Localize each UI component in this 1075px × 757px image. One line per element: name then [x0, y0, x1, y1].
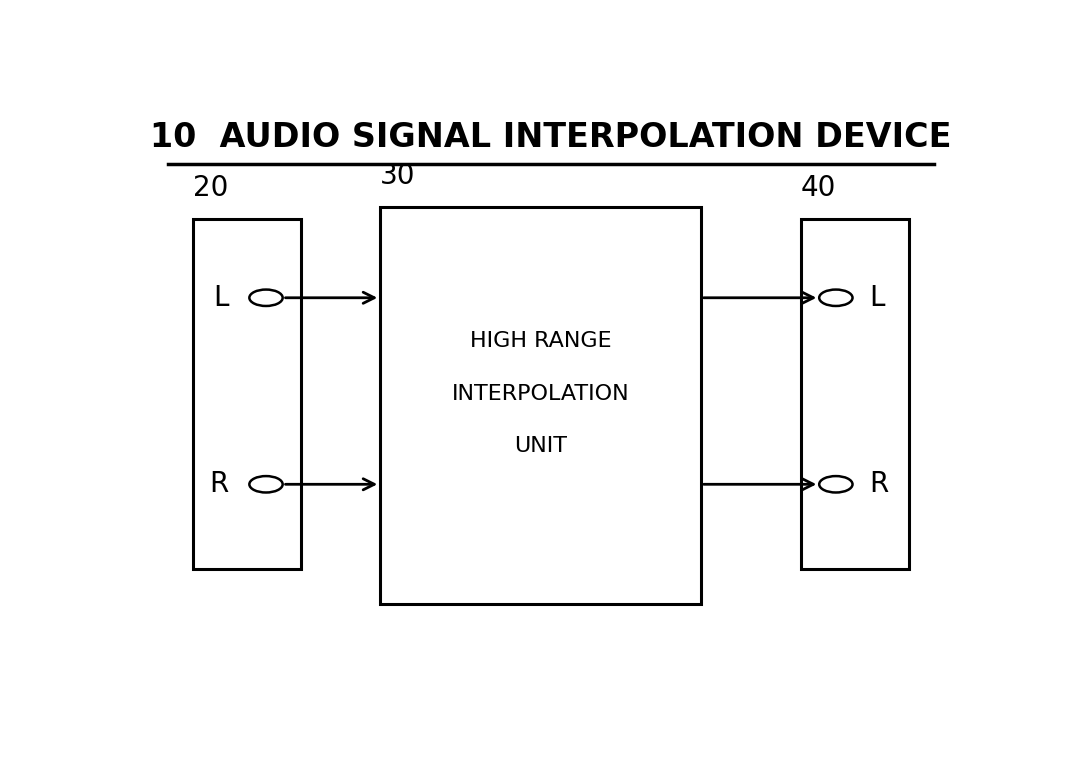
Text: 30: 30 — [381, 162, 416, 190]
Text: UNIT: UNIT — [514, 436, 567, 456]
Text: HIGH RANGE: HIGH RANGE — [470, 332, 612, 351]
Text: INTERPOLATION: INTERPOLATION — [452, 384, 629, 404]
Ellipse shape — [249, 290, 283, 306]
Text: R: R — [870, 470, 888, 498]
Text: L: L — [870, 284, 885, 312]
Ellipse shape — [819, 476, 852, 493]
Text: 10  AUDIO SIGNAL INTERPOLATION DEVICE: 10 AUDIO SIGNAL INTERPOLATION DEVICE — [151, 121, 951, 154]
Ellipse shape — [819, 290, 852, 306]
Bar — [381, 207, 701, 604]
Ellipse shape — [249, 476, 283, 493]
Text: 40: 40 — [801, 173, 836, 201]
Text: 20: 20 — [192, 173, 228, 201]
Text: L: L — [213, 284, 229, 312]
Text: R: R — [210, 470, 229, 498]
Bar — [192, 219, 301, 569]
Bar — [801, 219, 909, 569]
